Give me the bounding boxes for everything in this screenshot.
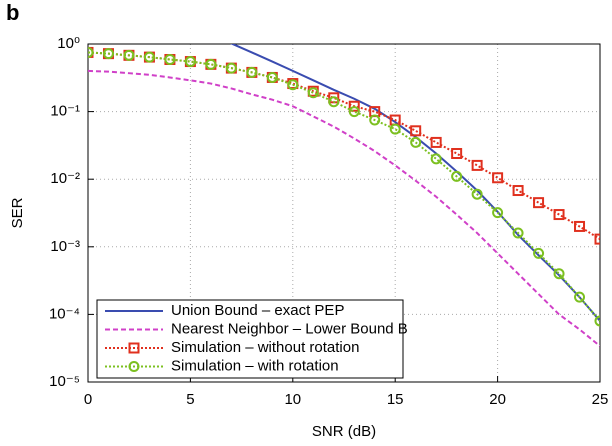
marker-square <box>128 342 140 354</box>
marker-circle <box>287 79 299 91</box>
legend-box <box>96 299 404 379</box>
marker-circle <box>164 53 176 65</box>
plot-frame <box>87 43 601 383</box>
series-line <box>230 44 600 322</box>
marker-circle <box>102 48 114 60</box>
y-tick-label: 10⁰ <box>57 35 80 52</box>
marker-circle <box>451 170 463 182</box>
marker-square <box>348 100 360 112</box>
marker-circle <box>123 49 135 61</box>
y-axis-label: SER <box>9 197 26 228</box>
marker-circle <box>266 71 278 83</box>
y-tick-label: 10⁻³ <box>50 238 80 255</box>
legend-label: Union Bound – exact PEP <box>171 302 344 319</box>
marker-circle <box>88 46 94 58</box>
marker-circle <box>574 291 586 303</box>
marker-circle <box>307 87 319 99</box>
y-tick-label: 10⁻⁴ <box>49 305 80 322</box>
panel-label: b <box>6 0 19 25</box>
marker-circle <box>205 58 217 70</box>
marker-circle <box>533 247 545 259</box>
marker-circle <box>512 227 524 239</box>
series-line <box>88 51 600 240</box>
marker-square <box>471 159 483 171</box>
marker-square <box>574 220 586 232</box>
marker-circle <box>471 188 483 200</box>
marker-circle <box>184 56 196 68</box>
marker-square <box>533 197 545 209</box>
marker-circle <box>328 96 340 108</box>
marker-circle <box>430 153 442 165</box>
x-tick-label: 25 <box>592 391 609 408</box>
y-tick-label: 10⁻⁵ <box>49 373 80 390</box>
x-axis-label: SNR (dB) <box>312 423 376 440</box>
marker-square <box>410 125 422 137</box>
x-tick-label: 0 <box>84 391 92 408</box>
y-tick-label: 10⁻² <box>50 170 80 187</box>
marker-circle <box>348 106 360 118</box>
marker-circle <box>410 136 422 148</box>
marker-circle <box>594 315 600 327</box>
marker-square <box>430 136 442 148</box>
marker-circle <box>389 123 401 135</box>
marker-circle <box>553 268 565 280</box>
marker-circle <box>143 51 155 63</box>
marker-square <box>553 209 565 221</box>
marker-square <box>451 147 463 159</box>
y-tick-label: 10⁻¹ <box>50 103 80 120</box>
marker-circle <box>492 207 504 219</box>
marker-circle <box>225 62 237 74</box>
legend-label: Simulation – with rotation <box>171 357 339 374</box>
plot-area <box>88 44 600 347</box>
marker-circle <box>128 361 140 372</box>
legend-label: Nearest Neighbor – Lower Bound B <box>171 320 408 337</box>
series-line <box>88 69 600 347</box>
x-tick-label: 5 <box>186 391 194 408</box>
legend-label: Simulation – without rotation <box>171 339 359 356</box>
marker-circle <box>246 66 258 78</box>
marker-square <box>492 172 504 184</box>
x-tick-label: 10 <box>284 391 301 408</box>
x-tick-label: 15 <box>387 391 404 408</box>
x-tick-label: 20 <box>489 391 506 408</box>
marker-square <box>594 233 600 245</box>
marker-square <box>512 185 524 197</box>
marker-circle <box>369 114 381 126</box>
